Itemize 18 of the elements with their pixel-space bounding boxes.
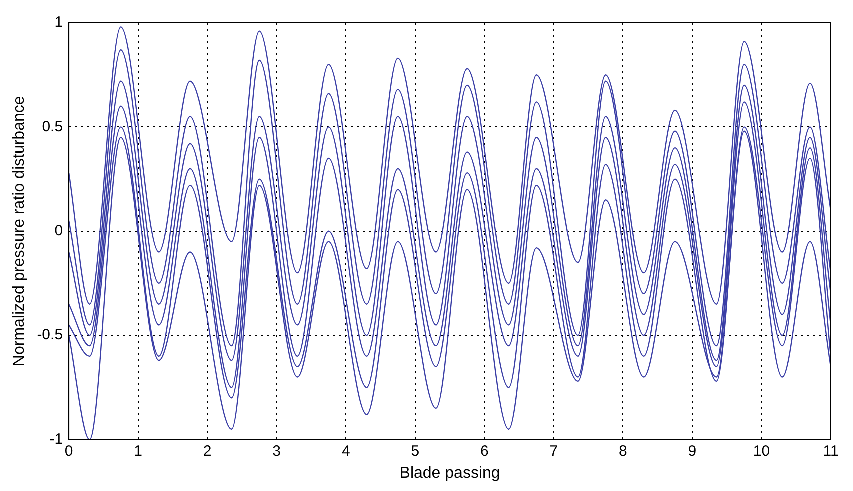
y-tick-label: 0 <box>54 222 64 240</box>
x-tick-label: 10 <box>753 442 770 460</box>
y-tick-label: -0.5 <box>37 326 64 344</box>
x-tick-label: 11 <box>823 442 839 460</box>
x-tick-label: 9 <box>688 442 697 460</box>
x-tick-label: 3 <box>272 442 282 460</box>
x-tick-label: 1 <box>134 442 142 460</box>
x-tick-label: 6 <box>480 442 489 460</box>
y-axis-title: Normalized pressure ratio disturbance <box>11 96 28 367</box>
x-tick-label: 8 <box>619 442 628 460</box>
x-tick-label: 5 <box>411 442 420 460</box>
y-tick-label: 0.5 <box>42 118 64 136</box>
y-tick-label: -1 <box>50 430 64 448</box>
x-tick-label: 7 <box>550 442 558 460</box>
y-tick-label: 1 <box>54 14 64 32</box>
x-tick-label: 4 <box>342 442 350 460</box>
x-axis-title: Blade passing <box>400 464 500 482</box>
x-tick-label: 2 <box>203 442 212 460</box>
